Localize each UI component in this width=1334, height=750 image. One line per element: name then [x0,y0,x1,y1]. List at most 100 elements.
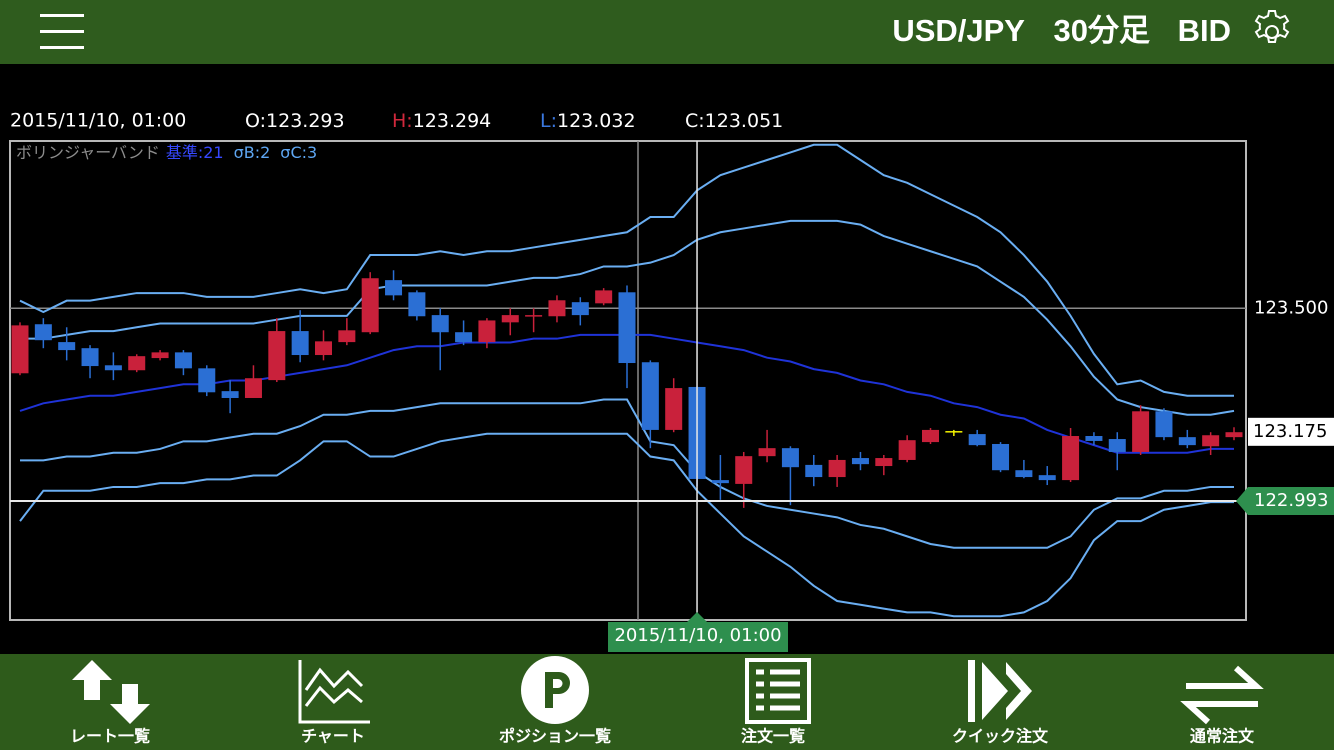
candle-body [151,352,169,359]
indicator-legend: ボリンジャーバンド 基準:21 σB:2 σC:3 [16,143,317,162]
nav-label: チャート [301,727,365,746]
nav-positions[interactable]: ポジション一覧 [499,656,611,746]
candle-body [968,434,986,446]
band-line [20,398,1234,549]
info-close: C:123.051 [685,110,783,132]
candle-body [898,440,916,460]
info-label: L: [540,110,557,132]
settings-button[interactable] [1254,10,1290,43]
crosshair-price-label: 122.993 [1254,490,1328,511]
symbol[interactable]: USD/JPY [892,13,1025,48]
candle-body [525,315,543,317]
timeframe[interactable]: 30分足 [1054,13,1150,48]
candle-body [431,315,449,333]
candle-body [1202,435,1220,447]
candle-body [735,456,753,484]
chart-axis-icon [298,660,370,724]
quick-bar-icon [968,660,975,722]
info-high: H:123.294 [392,110,491,132]
nav-bar [0,654,1334,750]
nav-chart[interactable]: チャート [298,660,370,746]
candle-body [992,443,1010,471]
last-price-label: 123.175 [1253,421,1327,442]
candle-body [922,429,939,443]
candle-body [385,280,403,296]
menu-line [40,14,84,17]
header-bar [0,0,1334,64]
exchange-icon [1180,665,1264,725]
candle-body [851,458,869,465]
info-value: 123.293 [266,110,345,132]
info-value: 123.032 [557,110,636,132]
candle-body [198,368,216,393]
nav-normal-order[interactable]: 通常注文 [1180,665,1264,746]
candle-body [1015,470,1033,478]
y-tick-label: 123.500 [1254,297,1328,318]
candle-body [34,324,52,341]
order-list-lines [756,669,800,711]
candle-body [11,325,29,374]
nav-label: レート一覧 [70,727,150,746]
candle-body [478,320,496,343]
info-date: 2015/11/10, 01:00 [10,110,186,132]
band-line [19,432,1234,618]
candle-body [104,365,122,371]
nav-quick-order[interactable]: クイック注文 [952,660,1049,746]
chart-frame [9,140,1247,621]
candle-body [58,342,76,351]
candle-body [408,292,426,317]
gear-icon [1254,10,1290,43]
last-price-box [1248,417,1334,446]
nav-orders[interactable]: 注文一覧 [741,658,811,746]
candle-body [805,464,823,478]
plot-area [10,141,1246,620]
info-value: 123.051 [705,110,784,132]
candle-body [1108,439,1126,452]
menu-line [40,30,84,33]
candle-body [571,302,589,316]
crosshair-date-label: 2015/11/10, 01:00 [614,625,781,646]
band-line [19,143,1234,397]
candle-body [221,391,239,398]
indicator-name: ボリンジャーバンド [16,143,160,162]
indicator-param: σB:2 [234,143,271,162]
candle-body [1038,475,1056,481]
position-letter [545,672,570,708]
band-line [20,219,1235,416]
info-value: 123.294 [413,110,492,132]
candle-body [595,290,613,304]
crosshair-price-tag [1236,487,1334,516]
crosshair-date-tag [608,612,788,652]
side[interactable]: BID [1178,13,1231,48]
nav-label: 注文一覧 [741,727,805,746]
candle-body [1062,436,1080,481]
info-label: O: [245,110,266,132]
gear-hole [1265,25,1279,39]
candle-body [1178,437,1196,446]
candle-body [128,356,146,371]
candle-body [945,431,963,433]
candle-body [315,341,332,356]
info-low: L:123.032 [540,110,636,132]
candle-body [781,448,799,468]
info-open: O:123.293 [245,110,345,132]
candle-body [501,315,519,323]
order-list-icon [745,658,811,724]
candle-body [268,331,286,381]
candle-body [338,330,356,343]
info-label: C: [685,110,705,132]
candle-body [641,362,659,430]
indicator-param: 基準:21 [166,143,224,162]
info-label: H: [392,110,413,132]
candle-body [174,352,192,369]
nav-label: 通常注文 [1190,727,1255,746]
nav-label: ポジション一覧 [499,727,611,746]
candle-body [548,300,566,317]
candle-body [1132,411,1150,452]
candle-body [361,278,379,333]
nav-rate-list[interactable]: レート一覧 [70,660,150,746]
menu-button[interactable] [40,14,84,49]
candle-body [665,388,683,430]
candle-body [711,480,729,484]
